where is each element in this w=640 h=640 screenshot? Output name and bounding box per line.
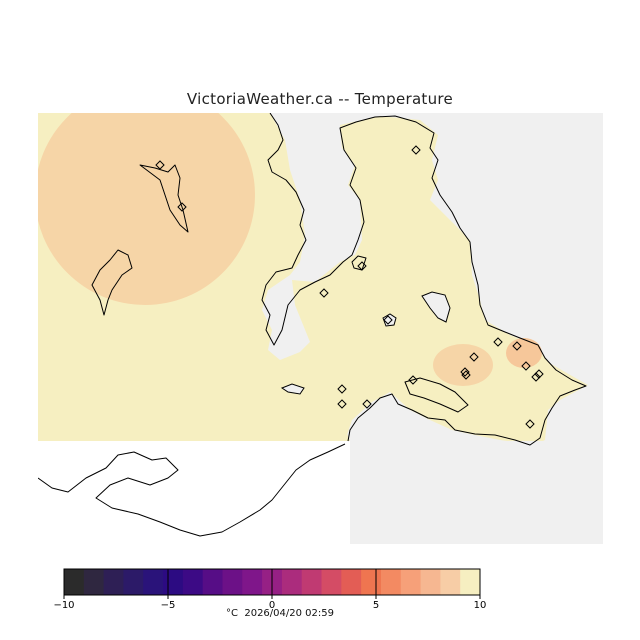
colorbar-swatch <box>123 569 144 595</box>
footer-caption: °C 2026/04/20 02:59 <box>0 608 560 619</box>
diamond-icon <box>469 352 479 362</box>
colorbar-swatch <box>420 569 441 595</box>
diamond-icon <box>531 372 541 382</box>
diamond-icon <box>383 315 393 325</box>
diamond-icon <box>460 367 470 377</box>
colorbar-swatch <box>143 569 164 595</box>
colorbar-swatch <box>103 569 124 595</box>
colorbar-swatch <box>83 569 105 595</box>
diamond-icon <box>512 341 522 351</box>
warm-area <box>506 338 542 368</box>
colorbar-swatch <box>262 569 283 595</box>
diamond-icon <box>461 370 471 380</box>
warm-area <box>433 344 493 386</box>
colorbar-swatch <box>222 569 243 595</box>
diamond-icon <box>493 337 503 347</box>
diamond-icon <box>155 160 165 170</box>
map-title: VictoriaWeather.ca -- Temperature <box>186 90 454 108</box>
colorbar-swatch <box>460 569 481 595</box>
diamond-icon <box>337 384 347 394</box>
diamond-icon <box>357 261 367 271</box>
no-data-region <box>38 441 350 544</box>
temperature-fill <box>38 113 588 441</box>
warm-area <box>38 113 255 305</box>
colorbar-swatch <box>242 569 263 595</box>
colorbar-swatch <box>321 569 342 595</box>
diamond-icon <box>411 145 421 155</box>
station-markers <box>155 145 544 429</box>
diamond-icon <box>362 399 372 409</box>
diamond-icon <box>408 375 418 385</box>
colorbar-swatch <box>202 569 223 595</box>
colorbar-swatch <box>341 569 362 595</box>
colorbar-swatch <box>163 569 184 595</box>
water-bodies <box>280 291 451 395</box>
diamond-icon <box>337 399 347 409</box>
temperature-map <box>38 113 603 544</box>
diamond-icon <box>521 361 531 371</box>
colorbar-swatch <box>400 569 422 595</box>
colorbar-swatch <box>361 569 382 595</box>
colorbar-swatch <box>64 569 85 595</box>
diamond-icon <box>177 202 187 212</box>
colorbar-swatch <box>281 569 303 595</box>
diamond-icon <box>319 288 329 298</box>
unit-label: °C <box>226 608 238 619</box>
timestamp: 2026/04/20 02:59 <box>244 608 334 619</box>
colorbar-swatch <box>380 569 402 595</box>
colorbar-swatch <box>301 569 323 595</box>
colorbar-swatch <box>440 569 461 595</box>
diamond-icon <box>525 419 535 429</box>
colorbar-swatch <box>182 569 204 595</box>
